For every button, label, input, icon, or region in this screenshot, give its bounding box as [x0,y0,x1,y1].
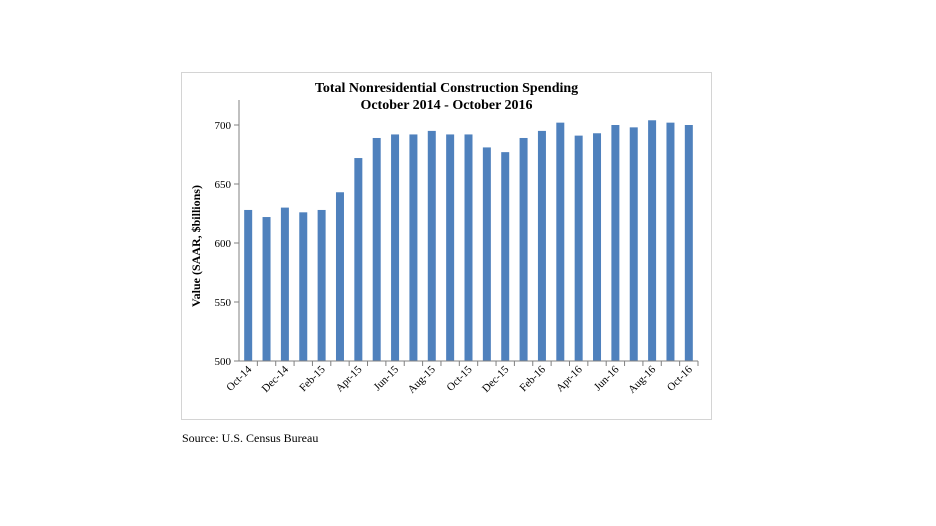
bar [537,130,546,361]
bar [666,122,675,361]
x-tick-label: Aug-15 [406,363,439,396]
y-tick-label: 550 [215,297,232,309]
bar [501,152,510,361]
bar [482,147,491,361]
chart-title: Total Nonresidential Construction Spendi… [314,81,579,96]
y-tick-label: 700 [215,120,232,132]
source-note: Source: U.S. Census Bureau [182,431,319,445]
y-tick-label: 650 [215,179,232,191]
bar [519,137,528,361]
bar [335,192,344,361]
bar [648,120,657,361]
x-tick-label: Aug-16 [626,363,659,396]
x-tick-label: Oct-15 [445,363,475,393]
bar [409,134,418,361]
x-tick-label: Apr-15 [334,363,365,394]
x-tick-label: Dec-15 [480,363,512,395]
bar [317,209,326,361]
x-tick-label: Jun-16 [592,363,622,393]
x-tick-label: Apr-16 [554,363,585,394]
bar [244,209,253,361]
x-tick-label: Oct-16 [665,363,695,393]
bar [611,125,620,361]
bar [427,130,436,361]
chart-subtitle: October 2014 - October 2016 [360,98,533,113]
bar [391,134,400,361]
x-tick-label: Dec-14 [260,363,292,395]
bar [593,133,602,361]
y-axis-title: Value (SAAR, $billions) [189,185,203,307]
bar [372,137,381,361]
bar [262,217,271,361]
x-tick-label: Jun-15 [372,363,402,393]
bar [354,158,363,361]
y-tick-label: 500 [215,356,232,368]
bar [464,134,473,361]
bar [446,134,455,361]
bar [684,125,693,361]
x-tick-label: Feb-15 [297,363,328,394]
y-tick-label: 600 [215,238,232,250]
bar [574,135,583,361]
bar [280,207,289,361]
x-tick-label: Feb-16 [518,363,549,394]
bar [556,122,565,361]
bar [299,212,308,361]
bar [629,127,638,361]
